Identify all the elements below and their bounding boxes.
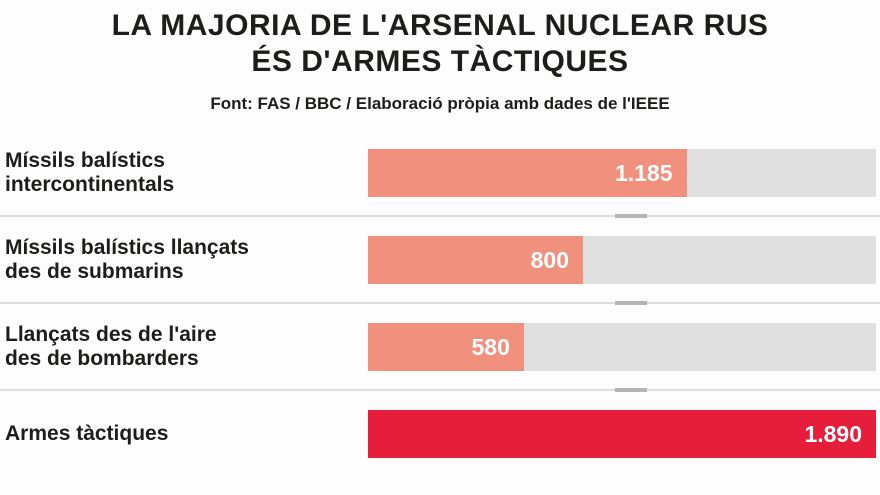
bar-fill: 1.185 — [368, 148, 687, 197]
bar-label-line1: Míssils balístics — [5, 148, 165, 172]
chart-source: Font: FAS / BBC / Elaboració pròpia amb … — [210, 94, 670, 113]
bar-label-line2: intercontinentals — [5, 172, 175, 196]
bar-track: 1.890 — [368, 409, 876, 458]
bar-label-line1: Míssils balístics llançats — [5, 235, 249, 259]
bar-track: 1.185 — [368, 148, 876, 197]
bar-label: Míssils balístics intercontinentals — [0, 149, 368, 197]
bar-track: 580 — [368, 322, 876, 371]
bar-value: 800 — [530, 246, 570, 273]
bar-fill: 800 — [368, 235, 584, 284]
chart-title: LA MAJORIA DE L'ARSENAL NUCLEAR RUS ÉS D… — [0, 8, 880, 80]
bar-label: Míssils balístics llançats des de submar… — [0, 236, 368, 284]
chart-title-line2: ÉS D'ARMES TÀCTIQUES — [251, 45, 629, 78]
separator-tick — [615, 388, 647, 392]
bar-label-line1: Llançats des de l'aire — [5, 322, 217, 346]
bar-row: Míssils balístics intercontinentals 1.18… — [0, 130, 880, 215]
bar-row: Míssils balístics llançats des de submar… — [0, 217, 880, 302]
bar-fill: 580 — [368, 322, 524, 371]
bar-value: 1.890 — [804, 420, 862, 447]
bar-track: 800 — [368, 235, 876, 284]
bar-row: Armes tàctiques 1.890 — [0, 391, 880, 476]
bar-label-line1: Armes tàctiques — [5, 421, 169, 445]
bar-row: Llançats des de l'aire des de bombarders… — [0, 304, 880, 389]
bar-label: Armes tàctiques — [0, 422, 368, 446]
bar-label: Llançats des de l'aire des de bombarders — [0, 323, 368, 371]
row-separator — [0, 301, 880, 305]
chart-header: LA MAJORIA DE L'ARSENAL NUCLEAR RUS ÉS D… — [0, 0, 880, 114]
separator-tick — [615, 214, 647, 218]
bar-label-line2: des de submarins — [5, 259, 184, 283]
bar-fill: 1.890 — [368, 409, 876, 458]
bar-label-line2: des de bombarders — [5, 346, 199, 370]
row-separator — [0, 214, 880, 218]
row-separator — [0, 388, 880, 392]
chart-title-line1: LA MAJORIA DE L'ARSENAL NUCLEAR RUS — [111, 9, 769, 42]
bar-value: 1.185 — [614, 159, 673, 186]
chart-rows: Míssils balístics intercontinentals 1.18… — [0, 114, 880, 476]
bar-value: 580 — [471, 333, 510, 360]
separator-tick — [615, 301, 647, 305]
